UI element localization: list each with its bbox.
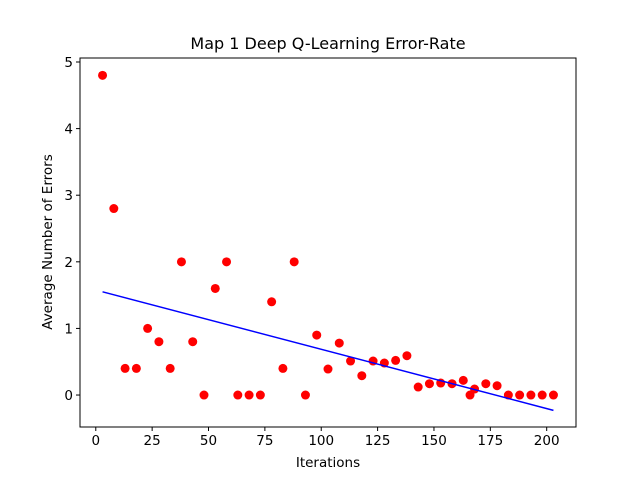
point <box>210 283 220 293</box>
point <box>176 257 186 267</box>
x-axis-label: Iterations <box>296 455 360 471</box>
point <box>391 355 401 365</box>
y-tick-label: 3 <box>64 188 73 204</box>
y-tick-label: 4 <box>64 122 73 138</box>
point <box>402 351 412 361</box>
point <box>267 297 277 307</box>
point <box>143 323 153 333</box>
x-tick-label: 175 <box>477 433 503 449</box>
point <box>98 70 108 80</box>
point <box>222 257 232 267</box>
point <box>154 337 164 347</box>
point <box>424 379 434 389</box>
point <box>255 390 265 400</box>
y-tick-label: 1 <box>64 321 73 337</box>
point <box>458 375 468 385</box>
trend-line <box>102 291 554 412</box>
point <box>492 381 502 391</box>
point <box>109 204 119 214</box>
point <box>526 390 536 400</box>
point <box>199 390 209 400</box>
y-tick-label: 5 <box>64 55 73 71</box>
x-tick-label: 150 <box>421 433 447 449</box>
point <box>244 390 254 400</box>
point <box>413 382 423 392</box>
point <box>188 337 198 347</box>
x-tick-label: 125 <box>365 433 391 449</box>
point <box>515 390 525 400</box>
y-tick-label: 2 <box>64 255 73 271</box>
x-tick-label: 25 <box>144 433 161 449</box>
x-tick-label: 0 <box>91 433 100 449</box>
point <box>233 390 243 400</box>
x-tick-label: 50 <box>200 433 217 449</box>
x-tick-label: 75 <box>256 433 273 449</box>
point <box>323 364 333 374</box>
y-tick-label: 0 <box>64 388 73 404</box>
point <box>300 390 310 400</box>
y-axis-label: Average Number of Errors <box>40 154 56 330</box>
point <box>537 390 547 400</box>
point <box>334 338 344 348</box>
point <box>289 257 299 267</box>
chart-title: Map 1 Deep Q-Learning Error-Rate <box>190 34 465 53</box>
point <box>120 363 130 373</box>
point <box>481 379 491 389</box>
point <box>278 363 288 373</box>
x-tick-label: 200 <box>534 433 560 449</box>
point <box>312 330 322 340</box>
point <box>165 363 175 373</box>
point <box>357 371 367 381</box>
point <box>131 363 141 373</box>
plot-frame <box>79 57 577 428</box>
point <box>346 356 356 366</box>
x-tick-label: 100 <box>308 433 334 449</box>
point <box>548 390 558 400</box>
